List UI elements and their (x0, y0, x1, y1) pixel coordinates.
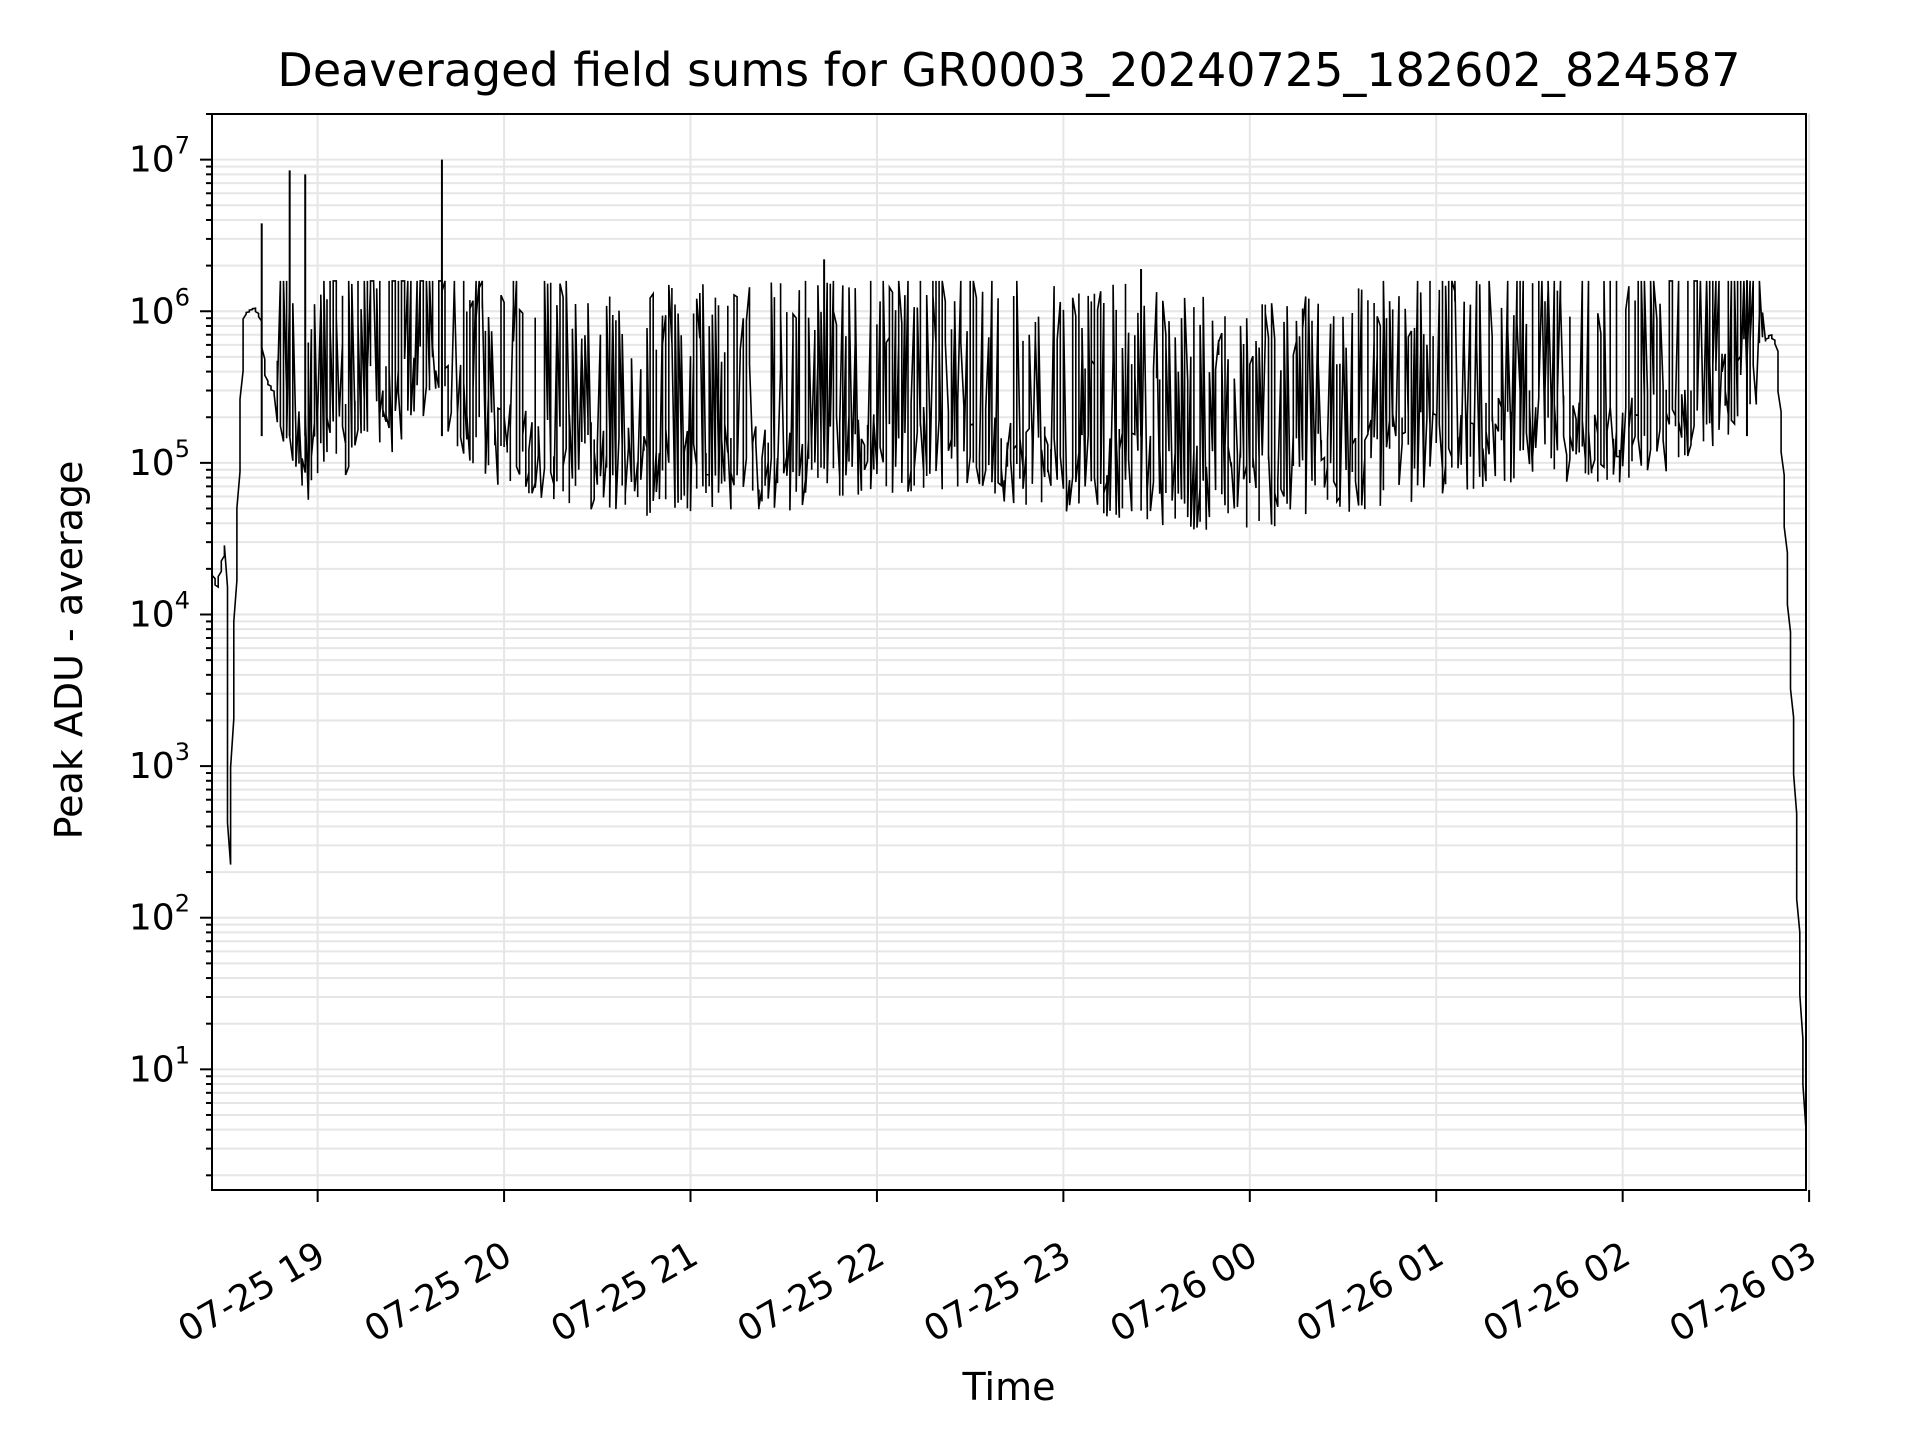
y-tick-label: 105 (129, 435, 190, 484)
y-tick-label: 107 (129, 132, 190, 181)
y-tick-label: 101 (129, 1041, 190, 1090)
y-axis-label: Peak ADU - average (47, 461, 91, 840)
axes-frame (211, 113, 1807, 1191)
grid (212, 113, 1811, 1190)
y-tick-label: 106 (129, 283, 190, 332)
y-tick-label: 103 (129, 738, 190, 787)
y-tick-label: 102 (129, 890, 190, 939)
series-line (211, 280, 1807, 1130)
y-tick-label: 104 (129, 586, 190, 635)
chart-title: Deaveraged field sums for GR0003_2024072… (277, 43, 1740, 97)
data-series (211, 159, 1807, 1130)
x-axis-label: Time (962, 1365, 1056, 1409)
